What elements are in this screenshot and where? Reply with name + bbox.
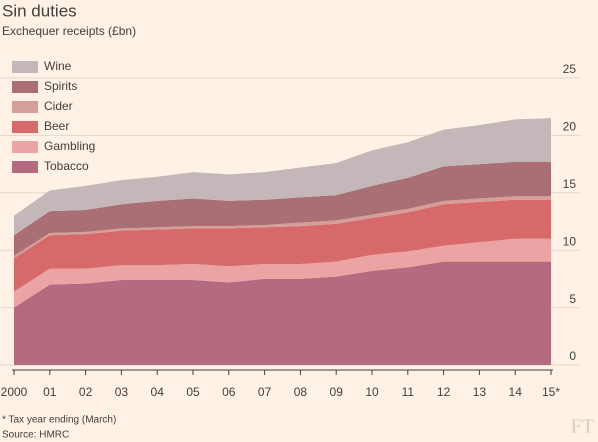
legend-label: Spirits bbox=[44, 79, 77, 93]
y-tick-label: 10 bbox=[563, 234, 577, 248]
chart-subtitle: Exchequer receipts (£bn) bbox=[2, 24, 136, 38]
legend-label: Beer bbox=[44, 119, 69, 133]
x-tick-label: 15* bbox=[542, 385, 560, 399]
area bbox=[14, 238, 551, 308]
area bbox=[14, 199, 551, 292]
legend-label: Tobacco bbox=[44, 159, 89, 173]
legend-label: Wine bbox=[44, 59, 72, 73]
area bbox=[14, 261, 551, 365]
x-tick-label: 12 bbox=[437, 385, 451, 399]
x-tick-label: 05 bbox=[186, 385, 200, 399]
area bbox=[14, 161, 551, 256]
x-tick-label: 10 bbox=[365, 385, 379, 399]
legend-swatch bbox=[12, 101, 38, 113]
x-tick-label: 01 bbox=[43, 385, 57, 399]
x-tick-label: 04 bbox=[151, 385, 165, 399]
legend-swatch bbox=[12, 161, 38, 173]
chart-title: Sin duties bbox=[2, 1, 77, 20]
y-tick-label: 25 bbox=[563, 62, 577, 76]
x-tick-label: 03 bbox=[115, 385, 129, 399]
x-tick-label: 13 bbox=[473, 385, 487, 399]
x-tick-label: 07 bbox=[258, 385, 272, 399]
source: Source: HMRC bbox=[2, 430, 69, 441]
y-tick-label: 20 bbox=[563, 120, 577, 134]
logo: FT bbox=[571, 416, 594, 438]
legend-label: Gambling bbox=[44, 139, 95, 153]
x-tick-label: 14 bbox=[509, 385, 523, 399]
legend-swatch bbox=[12, 121, 38, 133]
x-tick-label: 09 bbox=[330, 385, 344, 399]
x-tick-label: 02 bbox=[79, 385, 93, 399]
y-tick-label: 5 bbox=[569, 292, 576, 306]
legend-label: Cider bbox=[44, 99, 73, 113]
legend-swatch bbox=[12, 61, 38, 73]
footnote: * Tax year ending (March) bbox=[2, 415, 116, 426]
legend-swatch bbox=[12, 81, 38, 93]
x-tick-label: 2000 bbox=[1, 385, 28, 399]
x-tick-label: 06 bbox=[222, 385, 236, 399]
legend-swatch bbox=[12, 141, 38, 153]
x-tick-label: 08 bbox=[294, 385, 308, 399]
y-tick-label: 15 bbox=[563, 177, 577, 191]
x-tick-label: 11 bbox=[402, 385, 415, 399]
area bbox=[14, 118, 551, 236]
y-tick-label: 0 bbox=[569, 349, 576, 363]
